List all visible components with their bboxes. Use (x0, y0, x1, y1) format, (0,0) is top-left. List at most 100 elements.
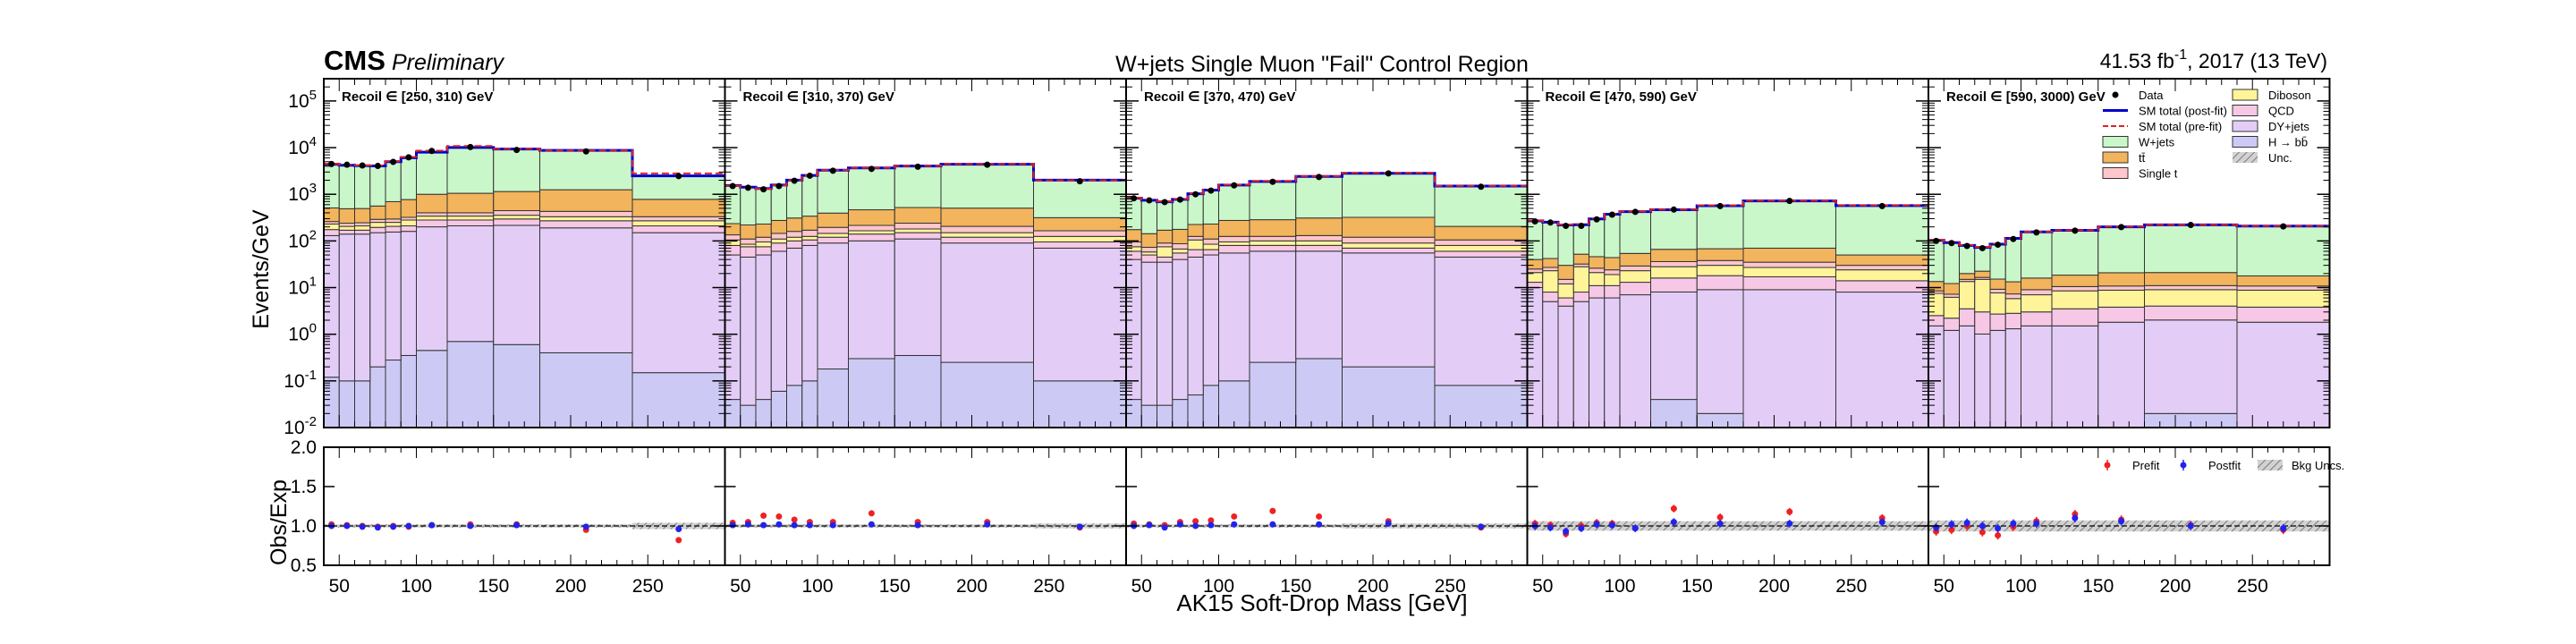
postfit-ratio-point (1563, 528, 1570, 535)
diboson-bar (631, 220, 725, 227)
prefit-ratio-point (1316, 513, 1323, 520)
ttbar-bar (539, 189, 633, 212)
wjets-bar (1619, 211, 1651, 254)
postfit-ratio-point (1979, 522, 1986, 530)
diboson-bar (1202, 243, 1219, 250)
x-tick-label: 250 (632, 576, 664, 597)
data-point (1593, 216, 1600, 223)
diboson-bar (2097, 289, 2145, 308)
hbb-bar (1187, 394, 1204, 428)
wjets-bar (354, 165, 371, 209)
qcd-bar (2004, 312, 2021, 330)
qcd-bar (2051, 308, 2099, 326)
hbb-bar (1033, 380, 1126, 428)
postfit-ratio-point (1995, 525, 2002, 532)
diboson-bar (1557, 283, 1574, 299)
diboson-bar (1172, 248, 1189, 254)
wjets-bar (446, 147, 495, 194)
singlet-bar (416, 212, 448, 217)
postfit-ratio-point (806, 521, 813, 529)
singlet-bar (1650, 260, 1698, 267)
wjets-bar (369, 165, 386, 207)
qcd-bar (1928, 315, 1945, 326)
ratio-y-axis-label: Obs/Exp (267, 479, 292, 565)
qcd-bar (1696, 275, 1744, 291)
y-tick-base: 10 (288, 138, 309, 158)
y-tick-label: 10-1 (284, 368, 317, 392)
dyjets-bar (1157, 261, 1174, 406)
ttbar-bar (740, 225, 757, 240)
ttbar-bar (1650, 249, 1698, 262)
singlet-bar (338, 223, 355, 227)
data-point (467, 143, 474, 150)
ttbar-bar (369, 205, 386, 220)
dyjets-bar (1835, 292, 1928, 428)
prefit-ratio-point (775, 513, 783, 520)
hbb-bar (631, 372, 725, 428)
ttbar-bar (354, 208, 371, 224)
y-tick-base: 10 (288, 184, 309, 205)
singlet-bar (1249, 235, 1297, 242)
ratio-panel-5: 50 100 150 200 250 Prefit Postfit Bkg Uncs. (1928, 446, 2344, 597)
singlet-bar (1527, 268, 1544, 274)
diboson-bar (1527, 272, 1544, 284)
postfit-ratio-point (829, 521, 836, 529)
qcd-bar (400, 225, 417, 233)
postfit-ratio-point (2010, 520, 2017, 527)
qcd-bar (1650, 277, 1698, 292)
wjets-bar (385, 161, 402, 202)
lumi-exponent: -1 (2174, 47, 2187, 63)
dyjets-bar (416, 226, 448, 352)
singlet-bar (1157, 242, 1174, 248)
ttbar-bar (1342, 216, 1436, 238)
qcd-bar (1959, 308, 1976, 326)
x-tick-label: 50 (1131, 576, 1152, 597)
data-point (1146, 197, 1153, 204)
x-tick-label: 50 (1532, 576, 1553, 597)
wjets-bar (400, 157, 417, 200)
dyjets-bar (2097, 321, 2145, 428)
legend-label: QCD (2268, 105, 2294, 118)
dyjets-bar (1187, 256, 1204, 396)
singlet-bar (894, 222, 942, 230)
diboson-bar (817, 233, 849, 238)
postfit-ratio-point (1578, 525, 1585, 532)
postfit-ratio-point (1786, 520, 1793, 527)
hbb-bar (1140, 404, 1157, 428)
qcd-bar (817, 236, 849, 244)
data-point (374, 163, 381, 170)
singlet-bar (539, 210, 633, 217)
ttbar-bar (1557, 265, 1574, 280)
dyjets-bar (631, 232, 725, 374)
qcd-bar (1033, 242, 1126, 249)
y-tick-label: 102 (288, 227, 317, 251)
ttbar-bar (493, 191, 540, 212)
ttbar-bar (1619, 252, 1651, 267)
data-point (1192, 191, 1199, 198)
y-tick-base: 10 (288, 231, 309, 251)
ttbar-bar (416, 193, 448, 214)
qcd-bar (1202, 249, 1219, 256)
singlet-bar (493, 210, 540, 216)
ratio-y-tick-label: 2.0 (291, 437, 317, 458)
diboson-bar (1619, 270, 1651, 284)
dyjets-bar (940, 242, 1034, 363)
ttbar-bar (1835, 254, 1928, 267)
diboson-bar (446, 216, 495, 221)
wjets-bar (1542, 221, 1559, 259)
ratio-panel-frame (323, 446, 726, 566)
wjets-bar (1835, 205, 1928, 256)
qcd-bar (1218, 244, 1250, 254)
recoil-bin-label: Recoil ∈ [370, 470) GeV (1144, 89, 1295, 105)
x-tick-label: 250 (2237, 576, 2268, 597)
ratio-y-tick-label: 1.0 (291, 516, 317, 537)
singlet-bar (446, 212, 495, 217)
hbb-bar (894, 354, 942, 428)
qcd-bar (1557, 297, 1574, 307)
data-point (1478, 183, 1485, 191)
hbb-bar (1202, 385, 1219, 428)
postfit-ratio-point (405, 522, 412, 530)
legend-label: DY+jets (2268, 120, 2309, 133)
bkg-unc-band (1558, 521, 1574, 531)
